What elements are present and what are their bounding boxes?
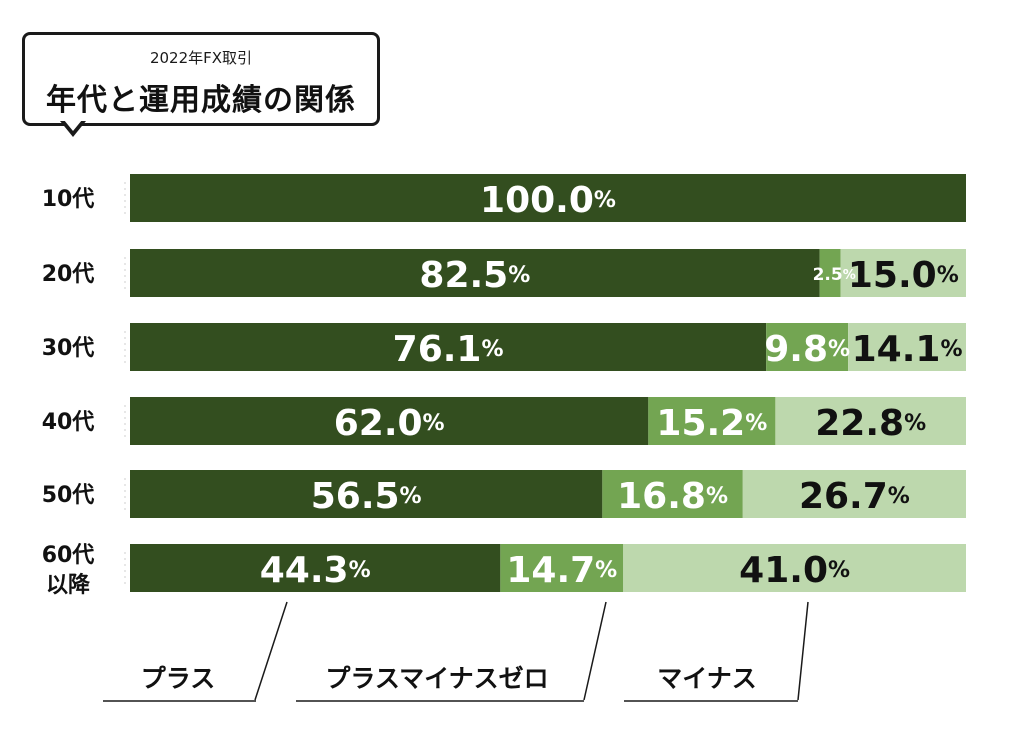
bar-segment-minus xyxy=(775,397,966,445)
legend-label-plus: プラス xyxy=(141,664,216,693)
value-label-zero: 16.8% xyxy=(617,476,728,517)
value-label-plus: 76.1% xyxy=(393,329,504,370)
category-label: 30代 xyxy=(42,336,95,361)
bar-segment-minus xyxy=(848,323,966,371)
value-label-minus: 14.1% xyxy=(852,329,963,370)
bar-segment-minus xyxy=(742,470,966,518)
value-label-plus: 100.0% xyxy=(480,180,616,221)
category-label: 60代以降 xyxy=(42,543,95,598)
value-label-minus: 41.0% xyxy=(739,550,850,591)
bar-segment-plus xyxy=(130,470,603,518)
legend-label-minus: マイナス xyxy=(657,664,757,693)
bar-segment-zero xyxy=(819,249,841,297)
bar-segment-plus xyxy=(130,397,649,445)
bar-segment-zero xyxy=(500,544,624,592)
bar-segment-plus xyxy=(130,544,501,592)
value-label-zero: 9.8% xyxy=(764,329,850,370)
category-label: 10代 xyxy=(42,187,95,212)
bar-segment-minus xyxy=(840,249,966,297)
chart-title: 年代と運用成績の関係 xyxy=(46,83,356,118)
value-label-minus: 15.0% xyxy=(848,255,959,296)
chart-title-callout: 2022年FX取引 年代と運用成績の関係 xyxy=(22,32,380,126)
bar-segment-plus xyxy=(130,174,966,222)
value-label-plus: 82.5% xyxy=(419,255,530,296)
bar-segment-zero xyxy=(602,470,743,518)
value-label-zero: 15.2% xyxy=(656,403,767,444)
value-label-zero: 2.5% xyxy=(813,265,856,285)
value-label-plus: 44.3% xyxy=(260,550,371,591)
callout-tail-inner xyxy=(64,120,82,131)
legend-pointer-minus xyxy=(797,601,809,701)
bar-segment-minus xyxy=(623,544,966,592)
value-label-plus: 62.0% xyxy=(334,403,445,444)
value-label-minus: 22.8% xyxy=(815,403,926,444)
chart-subtitle: 2022年FX取引 xyxy=(149,49,253,67)
legend-pointer-plus xyxy=(254,601,288,701)
value-label-minus: 26.7% xyxy=(799,476,910,517)
category-label: 20代 xyxy=(42,262,95,287)
legend-pointer-zero xyxy=(583,601,607,701)
bar-segment-plus xyxy=(130,323,767,371)
value-label-plus: 56.5% xyxy=(311,476,422,517)
bar-segment-zero xyxy=(766,323,849,371)
category-label: 40代 xyxy=(42,410,95,435)
bar-segment-plus xyxy=(130,249,820,297)
bar-segment-zero xyxy=(648,397,776,445)
value-label-zero: 14.7% xyxy=(506,550,617,591)
category-label: 50代 xyxy=(42,483,95,508)
legend-label-zero: プラスマイナスゼロ xyxy=(325,664,548,693)
